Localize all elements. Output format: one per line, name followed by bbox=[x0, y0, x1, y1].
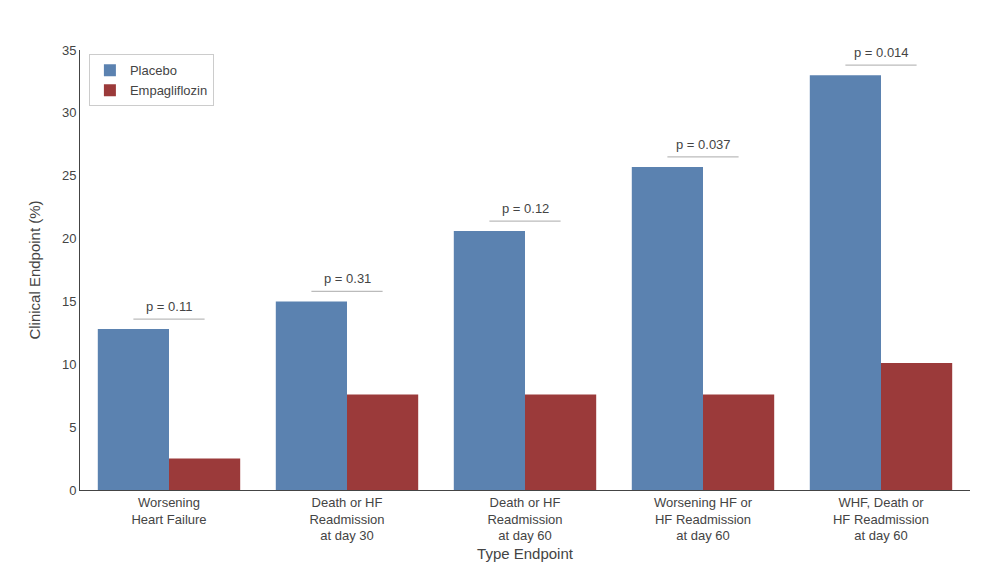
svg-text:Death or HFReadmissionat day 6: Death or HFReadmissionat day 60 bbox=[487, 495, 562, 544]
svg-text:Death or HFReadmissionat day 3: Death or HFReadmissionat day 30 bbox=[309, 495, 384, 544]
svg-text:35: 35 bbox=[62, 43, 76, 58]
svg-text:10: 10 bbox=[62, 357, 76, 372]
svg-text:p = 0.12: p = 0.12 bbox=[502, 201, 549, 216]
svg-text:15: 15 bbox=[62, 294, 76, 309]
svg-text:25: 25 bbox=[62, 168, 76, 183]
svg-text:Clinical Endpoint (%): Clinical Endpoint (%) bbox=[26, 200, 43, 339]
svg-text:WorseningHeart Failure: WorseningHeart Failure bbox=[131, 495, 206, 527]
svg-text:30: 30 bbox=[62, 105, 76, 120]
svg-text:p = 0.014: p = 0.014 bbox=[854, 45, 909, 60]
svg-text:WHF, Death orHF Readmissionat: WHF, Death orHF Readmissionat day 60 bbox=[833, 495, 929, 544]
svg-text:20: 20 bbox=[62, 231, 76, 246]
svg-text:0: 0 bbox=[69, 483, 76, 498]
svg-text:Empagliflozin: Empagliflozin bbox=[130, 83, 207, 98]
svg-text:Type Endpoint: Type Endpoint bbox=[477, 545, 574, 562]
svg-text:p = 0.31: p = 0.31 bbox=[324, 271, 371, 286]
svg-text:Placebo: Placebo bbox=[130, 63, 177, 78]
svg-text:Worsening HF orHF Readmissiona: Worsening HF orHF Readmissionat day 60 bbox=[654, 495, 753, 544]
svg-text:p = 0.11: p = 0.11 bbox=[146, 299, 192, 314]
svg-text:p = 0.037: p = 0.037 bbox=[676, 137, 731, 152]
svg-text:5: 5 bbox=[69, 420, 76, 435]
